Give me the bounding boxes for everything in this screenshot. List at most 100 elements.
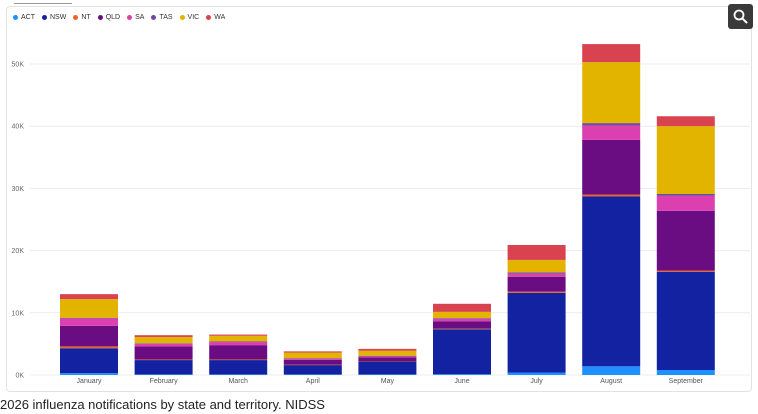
legend-label: TAS: [159, 14, 173, 21]
bar-segment-qld[interactable]: [358, 357, 417, 362]
bar-segment-wa[interactable]: [582, 44, 641, 63]
legend-label: VIC: [187, 14, 200, 21]
bar-segment-sa[interactable]: [582, 125, 641, 140]
bar-segment-tas[interactable]: [134, 343, 193, 344]
bar-segment-act[interactable]: [656, 370, 715, 375]
x-tick-label: February: [150, 378, 179, 385]
legend-swatch: [127, 15, 133, 20]
bar-segment-qld[interactable]: [134, 346, 193, 360]
legend-item-nsw[interactable]: NSW: [42, 13, 66, 22]
bar-segment-qld[interactable]: [209, 345, 268, 360]
bar-segment-nsw[interactable]: [209, 360, 268, 375]
legend-item-tas[interactable]: TAS: [151, 13, 173, 22]
bar-segment-nt[interactable]: [134, 359, 193, 361]
bar-segment-act[interactable]: [134, 374, 193, 375]
bar-segment-sa[interactable]: [283, 358, 342, 360]
legend-swatch: [42, 15, 47, 20]
y-tick-label: 20K: [12, 248, 25, 255]
bar-segment-nt[interactable]: [433, 328, 491, 330]
bar-segment-tas[interactable]: [433, 318, 491, 319]
bar-segment-act[interactable]: [60, 373, 118, 375]
legend-swatch: [13, 15, 18, 20]
bar-segment-wa[interactable]: [209, 334, 268, 336]
bar-segment-nt[interactable]: [60, 346, 118, 349]
bar-segment-wa[interactable]: [433, 303, 491, 312]
bar-segment-wa[interactable]: [656, 116, 715, 127]
bar-segment-nsw[interactable]: [582, 196, 641, 367]
bar-segment-act[interactable]: [507, 372, 566, 375]
bar-segment-wa[interactable]: [60, 294, 118, 300]
y-tick-label: 0K: [15, 373, 24, 380]
legend-item-wa[interactable]: WA: [206, 13, 225, 22]
bar-segment-nsw[interactable]: [656, 271, 715, 371]
legend-item-act[interactable]: ACT: [13, 13, 35, 22]
bar-segment-nt[interactable]: [209, 359, 268, 361]
bar-segment-vic[interactable]: [656, 126, 715, 194]
bar-segment-qld[interactable]: [656, 210, 715, 271]
bar-segment-qld[interactable]: [283, 359, 342, 365]
search-button[interactable]: [728, 4, 753, 29]
bar-segment-nt[interactable]: [582, 194, 641, 197]
legend-item-qld[interactable]: QLD: [97, 13, 121, 22]
bar-segment-vic[interactable]: [283, 352, 342, 359]
legend-item-vic[interactable]: VIC: [179, 13, 200, 22]
bar-segment-sa[interactable]: [433, 318, 491, 322]
bar-segment-act[interactable]: [209, 374, 268, 375]
bar-segment-act[interactable]: [433, 374, 491, 375]
bar-segment-sa[interactable]: [358, 356, 417, 358]
bar-segment-nt[interactable]: [656, 270, 715, 272]
bar-segment-act[interactable]: [582, 366, 641, 375]
bar-segment-nsw[interactable]: [283, 365, 342, 375]
bar-segment-nsw[interactable]: [358, 361, 417, 375]
legend-swatch: [151, 15, 157, 20]
bar-segment-tas[interactable]: [283, 358, 342, 359]
legend-item-nt[interactable]: NT: [73, 13, 91, 22]
bar-segment-vic[interactable]: [433, 311, 491, 319]
bar-segment-vic[interactable]: [507, 259, 566, 273]
legend-label: NT: [81, 14, 91, 21]
legend-item-sa[interactable]: SA: [127, 13, 144, 22]
bar-segment-tas[interactable]: [60, 317, 118, 319]
x-tick-label: September: [669, 378, 704, 385]
bar-segment-nsw[interactable]: [433, 329, 491, 375]
bar-segment-qld[interactable]: [60, 325, 118, 347]
chart-legend: ACT NSW NT QLD SA TAS VIC WA: [13, 13, 225, 22]
bar-segment-nsw[interactable]: [134, 360, 193, 375]
bar-segment-qld[interactable]: [433, 321, 491, 329]
bar-segment-tas[interactable]: [656, 193, 715, 196]
x-tick-label: May: [381, 378, 395, 385]
bar-segment-vic[interactable]: [582, 62, 641, 124]
bar-segment-tas[interactable]: [507, 272, 566, 274]
legend-label: QLD: [105, 14, 121, 21]
bar-segment-wa[interactable]: [134, 335, 193, 338]
stacked-bar-chart: 0K 10K 20K 30K 40K 50K January February March Apr…: [12, 44, 750, 385]
bar-segment-wa[interactable]: [283, 351, 342, 353]
bar-segment-qld[interactable]: [582, 139, 641, 195]
bar-segment-nt[interactable]: [283, 364, 342, 366]
bar-segment-act[interactable]: [358, 374, 417, 375]
bar-segment-act[interactable]: [283, 374, 342, 375]
bar-segment-qld[interactable]: [507, 276, 566, 292]
bar-segment-sa[interactable]: [507, 273, 566, 277]
bar-segment-nsw[interactable]: [507, 292, 566, 373]
bar-segment-nt[interactable]: [358, 361, 417, 362]
bar-segment-vic[interactable]: [209, 335, 268, 342]
bar-segment-tas[interactable]: [358, 355, 417, 357]
legend-label: WA: [214, 14, 226, 21]
bar-segment-sa[interactable]: [60, 318, 118, 326]
bar-segment-vic[interactable]: [358, 350, 417, 356]
bar-segment-vic[interactable]: [60, 299, 118, 318]
bar-segment-nsw[interactable]: [60, 348, 118, 374]
bar-segment-wa[interactable]: [507, 245, 566, 260]
bar-segment-sa[interactable]: [209, 342, 268, 346]
top-rule: [14, 3, 72, 4]
bar-segment-nt[interactable]: [507, 291, 566, 293]
legend-swatch: [179, 15, 185, 20]
bar-segment-tas[interactable]: [582, 123, 641, 126]
bar-segment-vic[interactable]: [134, 337, 193, 344]
bar-segment-wa[interactable]: [358, 348, 417, 351]
bar-segment-sa[interactable]: [656, 195, 715, 211]
bar-segment-sa[interactable]: [134, 343, 193, 347]
bar-segment-tas[interactable]: [209, 341, 268, 343]
x-tick-label: April: [306, 378, 320, 385]
